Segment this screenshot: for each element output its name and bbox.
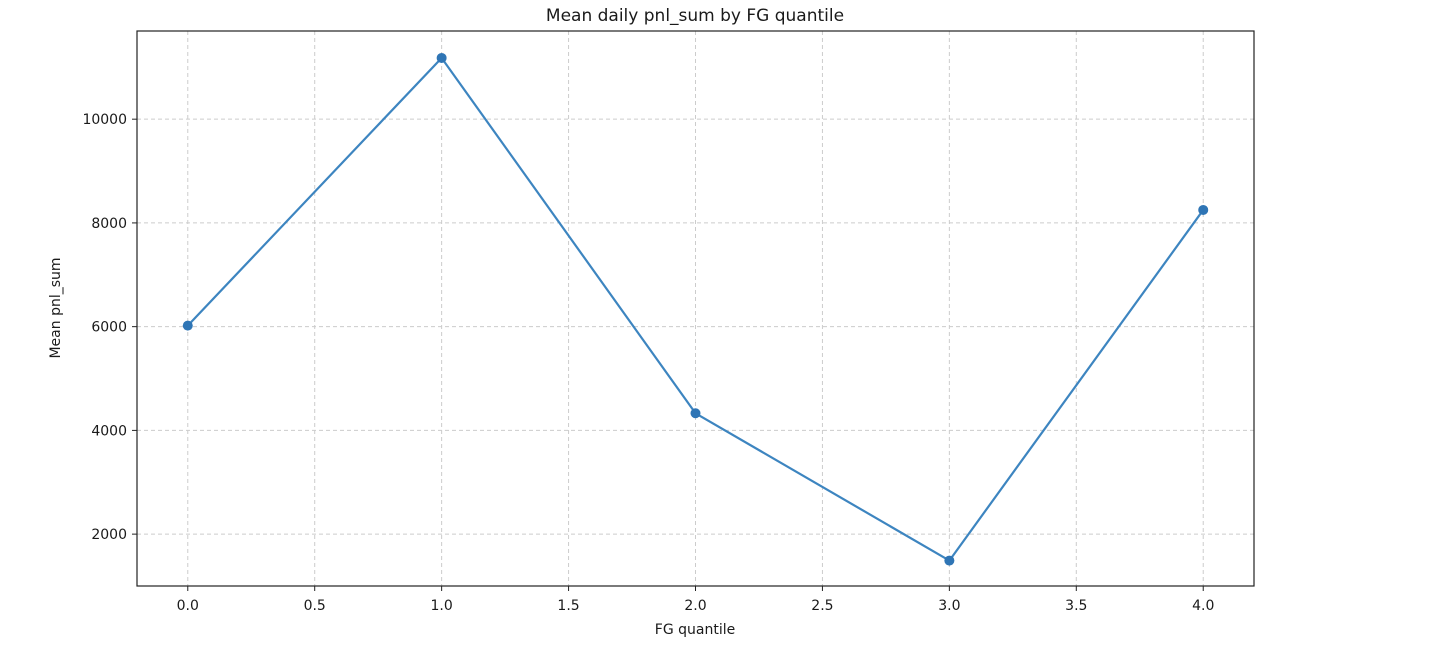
y-tick-label: 4000 — [91, 423, 127, 439]
x-tick-label: 4.0 — [1192, 598, 1214, 614]
series-line — [186, 56, 1205, 562]
data-point-marker — [436, 52, 447, 63]
plot-frame — [136, 30, 1255, 587]
x-tick-label: 1.0 — [431, 598, 453, 614]
data-point-marker — [1198, 204, 1209, 215]
data-point-marker — [182, 320, 193, 331]
x-tick-label: 1.5 — [557, 598, 579, 614]
data-point-marker — [690, 408, 701, 419]
y-axis-label: Mean pnl_sum — [48, 257, 64, 358]
y-tick-label: 2000 — [91, 527, 127, 543]
x-tick-label: 2.5 — [811, 598, 833, 614]
x-tick-label: 0.0 — [177, 598, 199, 614]
grid-lines — [137, 31, 1254, 586]
x-tick-label: 3.5 — [1065, 598, 1087, 614]
y-tick-label: 8000 — [91, 216, 127, 232]
x-tick-label: 0.5 — [304, 598, 326, 614]
x-axis-label: FG quantile — [655, 622, 735, 638]
data-point-marker — [944, 555, 955, 566]
x-axis-ticks: 0.0 0.5 1.0 1.5 2.0 2.5 3.0 3.5 4.0 — [177, 586, 1214, 614]
series-layer — [182, 52, 1209, 566]
x-tick-label: 3.0 — [938, 598, 960, 614]
chart-title: Mean daily pnl_sum by FG quantile — [546, 6, 844, 26]
y-tick-label: 6000 — [91, 320, 127, 336]
y-axis-ticks: 2000 4000 6000 8000 10000 — [82, 112, 137, 543]
y-tick-label: 10000 — [82, 112, 127, 128]
x-tick-label: 2.0 — [684, 598, 706, 614]
